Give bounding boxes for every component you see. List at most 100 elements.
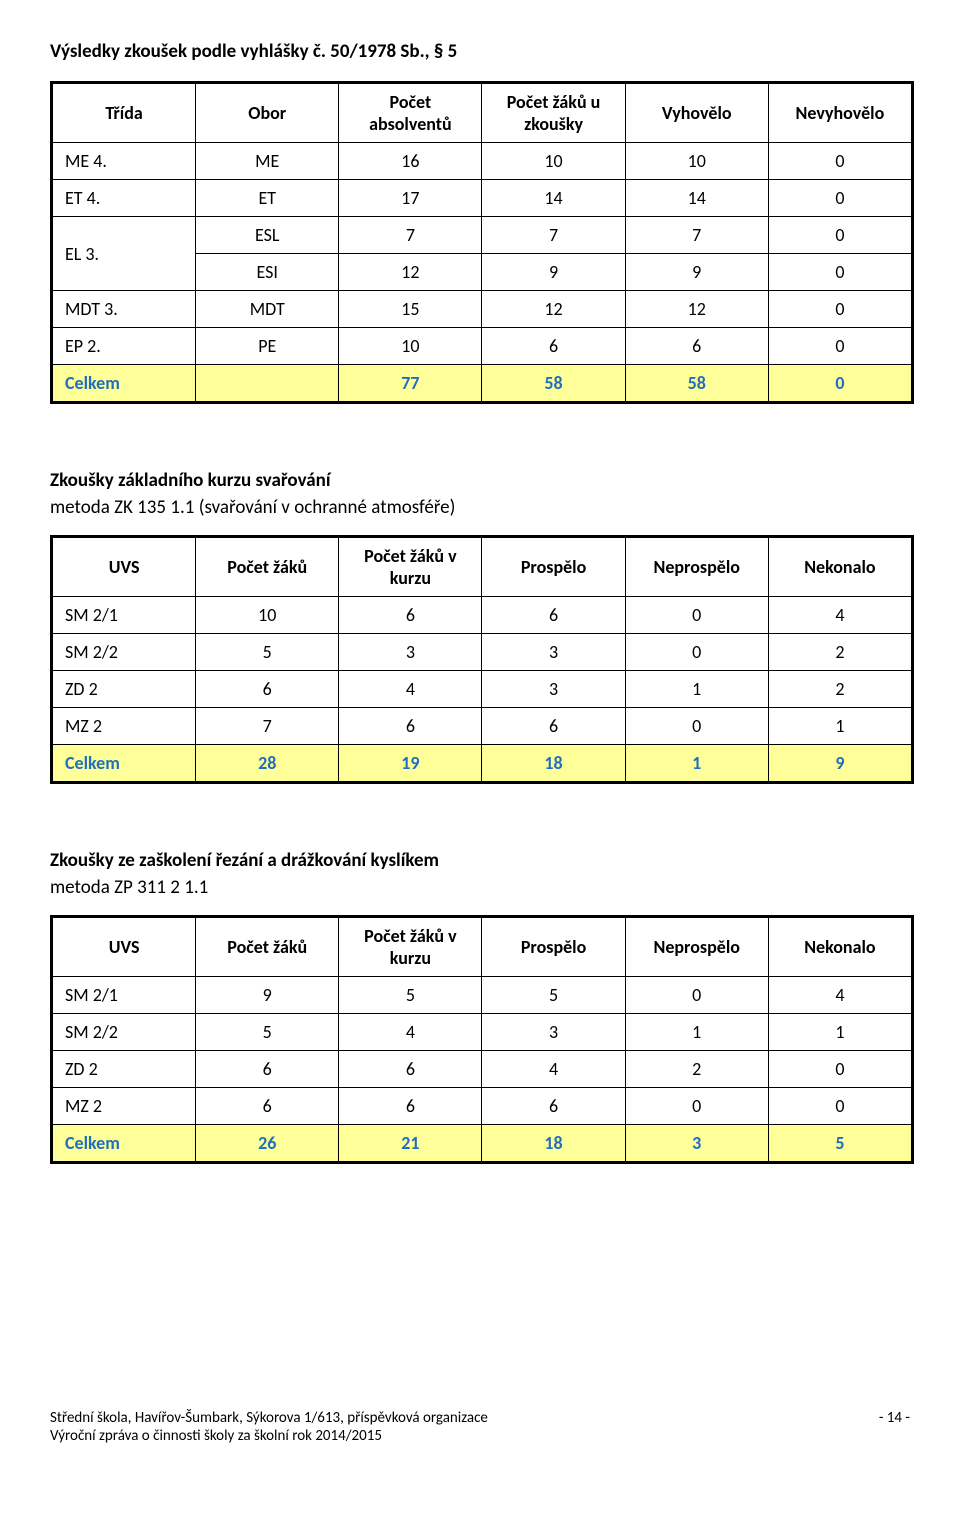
- table-row: SM 2/1 10 6 6 0 4: [53, 597, 912, 634]
- cell: EP 2.: [53, 328, 196, 365]
- cell: ESL: [196, 217, 339, 254]
- table3-totals-row: Celkem 26 21 18 3 5: [53, 1125, 912, 1162]
- section3-title: Zkoušky ze zaškolení řezání a drážkování…: [50, 849, 910, 872]
- table1-h3: Počet žáků u zkoušky: [482, 84, 625, 143]
- totals-label: Celkem: [53, 1125, 196, 1162]
- cell: 9: [625, 254, 768, 291]
- cell: ESI: [196, 254, 339, 291]
- table-row: ZD 2 6 4 3 1 2: [53, 671, 912, 708]
- cell: PE: [196, 328, 339, 365]
- cell: 0: [768, 143, 911, 180]
- cell: 0: [625, 977, 768, 1014]
- cell: 16: [339, 143, 482, 180]
- cell: 28: [196, 745, 339, 782]
- table-row: ZD 2 6 6 4 2 0: [53, 1051, 912, 1088]
- table3-wrapper: UVS Počet žáků Počet žáků v kurzu Prospě…: [50, 915, 914, 1164]
- cell: 18: [482, 1125, 625, 1162]
- cell: 10: [339, 328, 482, 365]
- cell: 18: [482, 745, 625, 782]
- cell: 3: [482, 671, 625, 708]
- cell: 58: [482, 365, 625, 402]
- cell: 12: [339, 254, 482, 291]
- cell: 9: [768, 745, 911, 782]
- cell: 5: [196, 1014, 339, 1051]
- cell: 17: [339, 180, 482, 217]
- cell: 7: [196, 708, 339, 745]
- cell: 14: [482, 180, 625, 217]
- cell: 6: [482, 328, 625, 365]
- table3-h0: UVS: [53, 918, 196, 977]
- cell: 3: [625, 1125, 768, 1162]
- cell: MDT: [196, 291, 339, 328]
- totals-label: Celkem: [53, 365, 196, 402]
- cell: EL 3.: [53, 217, 196, 291]
- section3-subtitle: metoda ZP 311 2 1.1: [50, 876, 910, 899]
- table3-h2: Počet žáků v kurzu: [339, 918, 482, 977]
- cell: 1: [625, 671, 768, 708]
- table-row: ET 4. ET 17 14 14 0: [53, 180, 912, 217]
- cell: 5: [196, 634, 339, 671]
- cell: 0: [768, 254, 911, 291]
- table2-header-row: UVS Počet žáků Počet žáků v kurzu Prospě…: [53, 538, 912, 597]
- cell: MZ 2: [53, 708, 196, 745]
- table-row: ME 4. ME 16 10 10 0: [53, 143, 912, 180]
- table3-h4: Neprospělo: [625, 918, 768, 977]
- table2-h4: Neprospělo: [625, 538, 768, 597]
- table1-h5: Nevyhovělo: [768, 84, 911, 143]
- cell: 7: [339, 217, 482, 254]
- table2-h2: Počet žáků v kurzu: [339, 538, 482, 597]
- footer-line2: Výroční zpráva o činnosti školy za školn…: [50, 1427, 488, 1445]
- cell: 77: [339, 365, 482, 402]
- cell: 26: [196, 1125, 339, 1162]
- table-row: SM 2/1 9 5 5 0 4: [53, 977, 912, 1014]
- table2-wrapper: UVS Počet žáků Počet žáků v kurzu Prospě…: [50, 535, 914, 784]
- cell: 0: [768, 180, 911, 217]
- table1-totals-row: Celkem 77 58 58 0: [53, 365, 912, 402]
- cell: 4: [482, 1051, 625, 1088]
- cell: 0: [625, 1088, 768, 1125]
- cell: 2: [768, 671, 911, 708]
- cell: MDT 3.: [53, 291, 196, 328]
- table3: UVS Počet žáků Počet žáků v kurzu Prospě…: [52, 917, 912, 1162]
- cell: 0: [768, 1088, 911, 1125]
- cell: 0: [768, 291, 911, 328]
- table-row: EL 3. ESL 7 7 7 0: [53, 217, 912, 254]
- cell: 3: [482, 1014, 625, 1051]
- cell: 3: [482, 634, 625, 671]
- cell: 4: [768, 977, 911, 1014]
- table1-header-row: Třída Obor Počet absolventů Počet žáků u…: [53, 84, 912, 143]
- cell: 6: [196, 1051, 339, 1088]
- cell: ET 4.: [53, 180, 196, 217]
- footer: Střední škola, Havířov-Šumbark, Sýkorova…: [50, 1409, 910, 1445]
- cell: 10: [625, 143, 768, 180]
- cell: 6: [482, 708, 625, 745]
- cell: 0: [625, 634, 768, 671]
- table3-header-row: UVS Počet žáků Počet žáků v kurzu Prospě…: [53, 918, 912, 977]
- table1: Třída Obor Počet absolventů Počet žáků u…: [52, 83, 912, 402]
- section2-title: Zkoušky základního kurzu svařování: [50, 469, 910, 492]
- cell: 1: [625, 1014, 768, 1051]
- cell: ME 4.: [53, 143, 196, 180]
- cell: SM 2/2: [53, 1014, 196, 1051]
- cell: 19: [339, 745, 482, 782]
- table3-h3: Prospělo: [482, 918, 625, 977]
- cell: 4: [768, 597, 911, 634]
- cell: ET: [196, 180, 339, 217]
- cell: 12: [482, 291, 625, 328]
- cell: [196, 365, 339, 402]
- table3-h5: Nekonalo: [768, 918, 911, 977]
- table-row: MDT 3. MDT 15 12 12 0: [53, 291, 912, 328]
- cell: 7: [482, 217, 625, 254]
- cell: 58: [625, 365, 768, 402]
- table1-h2: Počet absolventů: [339, 84, 482, 143]
- cell: 3: [339, 634, 482, 671]
- table-row: SM 2/2 5 4 3 1 1: [53, 1014, 912, 1051]
- cell: SM 2/2: [53, 634, 196, 671]
- cell: 10: [196, 597, 339, 634]
- table3-h1: Počet žáků: [196, 918, 339, 977]
- page-title: Výsledky zkoušek podle vyhlášky č. 50/19…: [50, 40, 910, 63]
- cell: MZ 2: [53, 1088, 196, 1125]
- footer-line1: Střední škola, Havířov-Šumbark, Sýkorova…: [50, 1409, 488, 1427]
- cell: 5: [768, 1125, 911, 1162]
- cell: ZD 2: [53, 671, 196, 708]
